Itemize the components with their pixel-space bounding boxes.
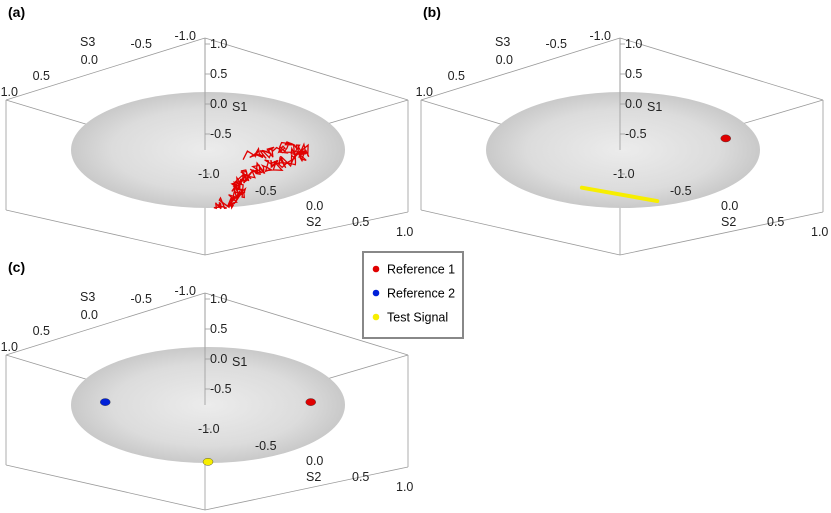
panel-a-s3-tick: -0.5 [130,37,152,51]
legend-marker-test-signal [372,313,380,321]
panel-b: (b)1.00.50.0-0.5-1.0S3 1.00.50.0-0.5-1.0S… [416,4,828,256]
panel-b-box-edge [619,211,824,256]
panel-a-s2-tick: -0.5 [255,184,277,198]
panel-b-s2-tick: 1.0 [811,225,828,239]
panel-c-s1-tick: 0.0 [210,352,227,366]
panel-a-s1-tick: 1.0 [210,37,227,51]
panel-c: (c)1.00.50.0-0.5-1.0S3 1.00.50.0-0.5-1.0S… [1,259,413,511]
legend-label-test-signal: Test Signal [387,311,448,325]
panel-c-s3-tick: -1.0 [174,284,196,298]
panel-c-box-edge [5,292,206,356]
panel-a-s1-label: S1 [232,100,247,114]
panel-c-s1-tick: -0.5 [210,382,232,396]
panel-a-s3-tick: 0.5 [33,69,50,83]
panel-c-s2-tick: 0.5 [352,470,369,484]
panel-c-s1-tick: 0.5 [210,322,227,336]
panel-c-s3-tick: 0.5 [33,324,50,338]
panel-a-s2-tick: 0.5 [352,215,369,229]
panel-b-series-reference-1-point [720,134,731,143]
legend-label-reference-2: Reference 2 [387,287,455,301]
panel-a-s1-tick: 0.0 [210,97,227,111]
panel-b-s3-tick: 1.0 [416,85,433,99]
panel-a-s3-tick: 0.0 [81,53,98,67]
panel-b-s1-tick: -0.5 [625,127,647,141]
panel-b-s2-tick: 0.0 [721,199,738,213]
panel-c-series-reference-1-point [305,398,316,406]
panel-b-s3-tick: 0.5 [448,69,465,83]
panel-b-box-edge [420,209,621,256]
legend-box [362,251,464,339]
panel-c-box-edge [204,292,409,356]
panel-a-box-edge [204,37,409,101]
panel-b-label: (b) [423,4,441,20]
legend-marker-reference-1 [372,265,380,273]
panel-b-s1-tick: 1.0 [625,37,642,51]
panel-c-s3-tick: 0.0 [81,308,98,322]
panel-b-s3-tick: -0.5 [545,37,567,51]
panel-a-s2-tick: 0.0 [306,199,323,213]
legend: Reference 1 Reference 2 Test Signal [362,251,464,339]
panel-c-box-edge [204,466,409,511]
panel-c-series-reference-2-point [100,398,111,406]
panel-b-s3-tick: 0.0 [496,53,513,67]
panel-a-s2-tick: 1.0 [396,225,413,239]
panel-a-s3-tick: -1.0 [174,29,196,43]
panel-a-box-edge [5,37,206,101]
panel-a-label: (a) [8,4,25,20]
panel-c-s1-label: S1 [232,355,247,369]
panel-c-s3-label: S3 [80,290,95,304]
panel-c-series-test-signal-point [202,458,214,466]
panel-b-sphere-disk [486,92,760,208]
panel-a-series-reference-1-trace [213,141,310,210]
panel-c-sphere-disk [71,347,345,463]
panel-b-s2-label: S2 [721,215,736,229]
panel-b-s3-tick: -1.0 [589,29,611,43]
panel-c-s2-tick: 0.0 [306,454,323,468]
panel-b-s1-label: S1 [647,100,662,114]
panel-b-s2-tick: -0.5 [670,184,692,198]
panel-a: (a)1.00.50.0-0.5-1.0S3 1.00.50.0-0.5-1.0S… [1,4,413,256]
panel-b-s3-label: S3 [495,35,510,49]
panel-b-s1-tick: 0.5 [625,67,642,81]
panel-a-s1-tick: 0.5 [210,67,227,81]
panel-a-s1-tick: -0.5 [210,127,232,141]
panel-a-box-edge [204,211,409,256]
panel-b-box-edge [619,37,824,101]
legend-label-reference-1: Reference 1 [387,263,455,277]
panel-c-s2-tick: -0.5 [255,439,277,453]
legend-marker-reference-2 [372,289,380,297]
panel-c-s2-label: S2 [306,470,321,484]
panel-a-sphere-disk [71,92,345,208]
panel-a-s3-label: S3 [80,35,95,49]
panel-c-s1-tick: 1.0 [210,292,227,306]
panel-b-box-edge [420,37,621,101]
panel-c-s2-tick: 1.0 [396,480,413,494]
panel-c-s3-tick: 1.0 [1,340,18,354]
panel-a-s2-label: S2 [306,215,321,229]
panel-b-s1-tick: 0.0 [625,97,642,111]
panel-a-s3-tick: 1.0 [1,85,18,99]
panel-c-box-edge [5,464,206,511]
panel-c-s3-tick: -0.5 [130,292,152,306]
panel-b-series-test-signal-segment [579,185,660,204]
panel-a-box-edge [5,209,206,256]
panel-b-s2-tick: 0.5 [767,215,784,229]
panel-c-label: (c) [8,259,25,275]
